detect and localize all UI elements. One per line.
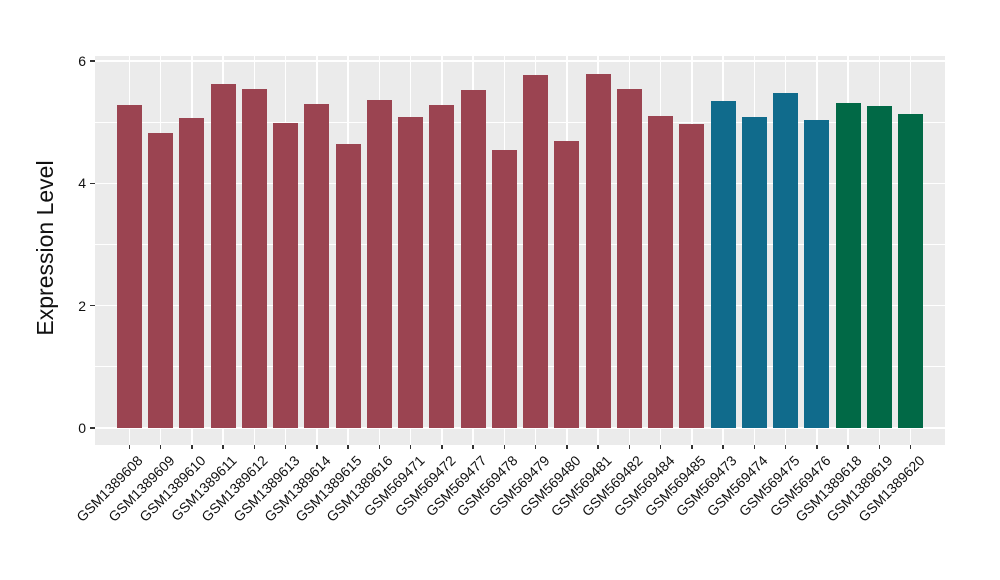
bar-GSM569478 (491, 150, 517, 428)
gridline-major-y2 (95, 304, 945, 307)
bar-GSM1389618 (835, 103, 861, 428)
y-tick-label-6: 6 (78, 52, 86, 69)
x-tick-mark-GSM1389608 (128, 445, 131, 449)
bar-GSM569471 (398, 117, 424, 428)
x-tick-mark-GSM569473 (722, 445, 724, 449)
bar-GSM1389610 (179, 118, 205, 428)
gridline-minor-y1 (95, 366, 945, 368)
bar-GSM569479 (523, 75, 549, 428)
bar-GSM1389619 (866, 106, 892, 428)
x-tick-mark-GSM569477 (472, 445, 474, 449)
bar-GSM569476 (804, 120, 830, 428)
x-tick-mark-GSM569479 (534, 445, 537, 449)
y-axis-title: Expression Level (32, 160, 58, 336)
x-tick-mark-GSM569485 (691, 445, 693, 449)
bar-GSM1389615 (335, 144, 361, 428)
x-tick-mark-GSM1389609 (159, 445, 162, 449)
x-tick-mark-GSM569472 (441, 445, 443, 449)
y-tick-label-4: 4 (78, 175, 86, 192)
bar-GSM569475 (773, 92, 799, 428)
x-tick-mark-GSM1389612 (253, 445, 256, 449)
bar-GSM1389609 (148, 132, 174, 428)
x-tick-mark-GSM1389613 (284, 445, 287, 449)
gridline-major-y0 (95, 427, 945, 429)
x-tick-mark-GSM1389610 (191, 445, 193, 449)
y-tick-mark-6 (90, 60, 95, 62)
bar-GSM569472 (429, 105, 455, 428)
y-tick-mark-2 (90, 304, 95, 307)
x-tick-mark-GSM1389619 (878, 445, 881, 449)
x-tick-mark-GSM569484 (659, 445, 662, 449)
gridline-minor-y5 (95, 121, 945, 123)
bar-GSM569477 (460, 89, 486, 428)
x-tick-mark-GSM569476 (816, 445, 818, 449)
y-tick-mark-4 (90, 182, 95, 184)
bar-GSM569473 (710, 100, 736, 428)
y-tick-label-2: 2 (78, 297, 86, 314)
bar-GSM1389612 (241, 89, 267, 428)
x-tick-mark-GSM569482 (628, 445, 631, 449)
x-tick-mark-GSM569471 (409, 445, 412, 449)
bar-GSM1389608 (116, 105, 142, 428)
x-tick-mark-GSM1389611 (222, 445, 224, 449)
bar-GSM569474 (741, 117, 767, 428)
x-tick-mark-GSM1389615 (347, 445, 349, 449)
x-tick-mark-GSM569475 (784, 445, 787, 449)
x-tick-mark-GSM1389614 (316, 445, 318, 449)
bar-GSM569480 (554, 141, 580, 428)
x-tick-mark-GSM569481 (597, 445, 599, 449)
bar-GSM1389620 (898, 113, 924, 428)
y-tick-label-0: 0 (78, 420, 86, 436)
x-tick-mark-GSM1389620 (909, 445, 912, 449)
bar-GSM1389614 (304, 104, 330, 428)
y-tick-mark-0 (90, 427, 95, 429)
gridline-minor-y3 (95, 244, 945, 245)
bar-GSM569485 (679, 123, 705, 428)
gridline-major-y6 (95, 60, 945, 62)
plot-panel (95, 56, 945, 445)
x-tick-mark-GSM1389618 (847, 445, 849, 449)
x-tick-mark-GSM569474 (753, 445, 756, 449)
bar-GSM569481 (585, 73, 611, 428)
x-tick-mark-GSM569480 (566, 445, 568, 449)
bar-GSM569482 (616, 89, 642, 428)
x-tick-mark-GSM1389616 (378, 445, 381, 449)
bar-GSM1389613 (273, 122, 299, 428)
bar-GSM569484 (648, 116, 674, 428)
bar-GSM1389616 (366, 100, 392, 428)
x-tick-mark-GSM569478 (503, 445, 506, 449)
gridline-major-y4 (95, 182, 945, 185)
bar-GSM1389611 (210, 84, 236, 428)
